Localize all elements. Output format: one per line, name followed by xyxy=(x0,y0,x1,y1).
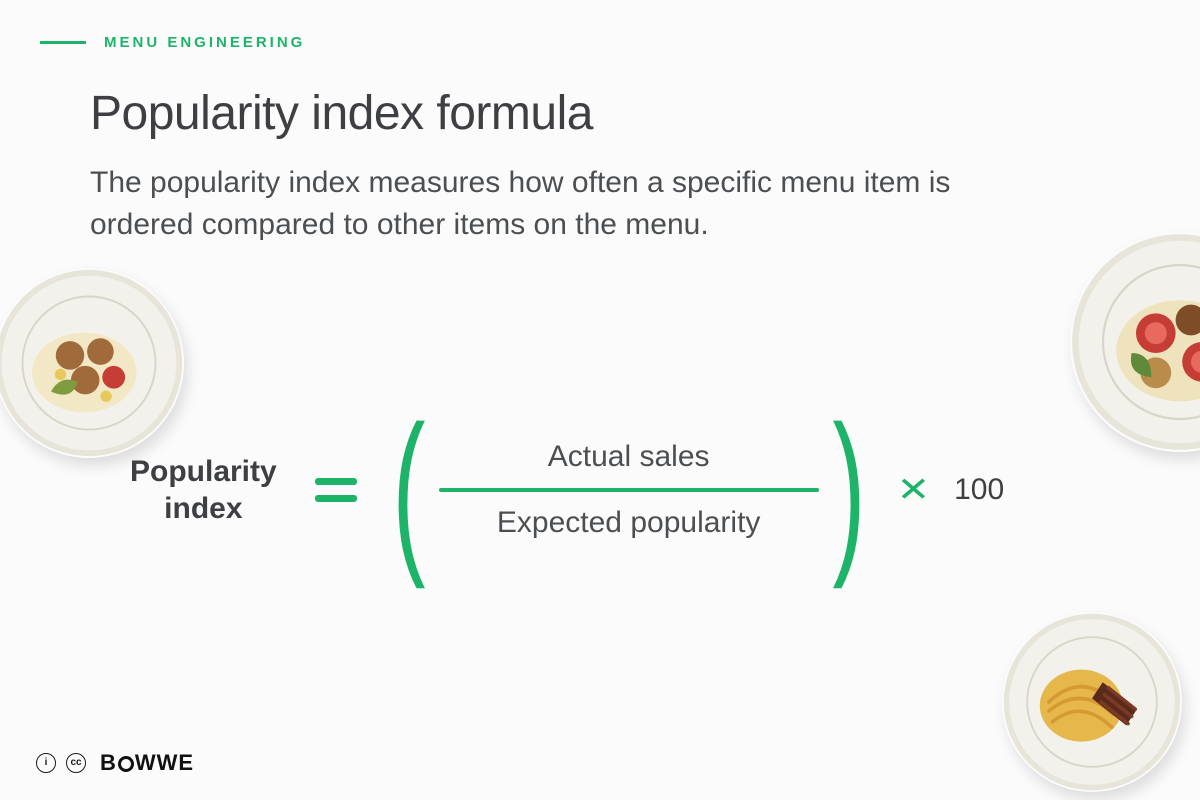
food-plate-right-icon xyxy=(1070,232,1200,452)
eyebrow: MENU ENGINEERING xyxy=(40,34,305,51)
formula-numerator: Actual sales xyxy=(548,426,710,488)
formula-fraction: Actual sales Expected popularity xyxy=(439,426,819,554)
attribution-icon: i xyxy=(36,753,56,773)
multiply-icon: ✕ xyxy=(897,470,931,509)
eyebrow-line xyxy=(40,41,86,44)
brand-o-icon xyxy=(118,756,134,772)
brand-suffix: WWE xyxy=(135,750,194,776)
food-plate-bottom-right-icon xyxy=(1002,612,1182,792)
brand-logo: B WWE xyxy=(100,750,194,776)
cc-license-icon: cc xyxy=(66,753,86,773)
open-paren-icon: ( xyxy=(392,418,425,562)
formula-multiplier: 100 xyxy=(954,473,1004,507)
formula-lhs: Popularity index xyxy=(130,453,277,528)
brand-prefix: B xyxy=(100,750,117,776)
formula-lhs-line1: Popularity xyxy=(130,453,277,491)
description-text: The popularity index measures how often … xyxy=(90,162,1050,246)
formula-lhs-line2: index xyxy=(130,490,277,528)
close-paren-icon: ) xyxy=(832,418,865,562)
eyebrow-label: MENU ENGINEERING xyxy=(104,34,305,51)
formula-denominator: Expected popularity xyxy=(497,492,761,554)
footer: i cc B WWE xyxy=(36,750,194,776)
formula: Popularity index ( Actual sales Expected… xyxy=(130,418,1004,562)
equals-icon xyxy=(315,478,357,502)
page-title: Popularity index formula xyxy=(90,86,593,141)
